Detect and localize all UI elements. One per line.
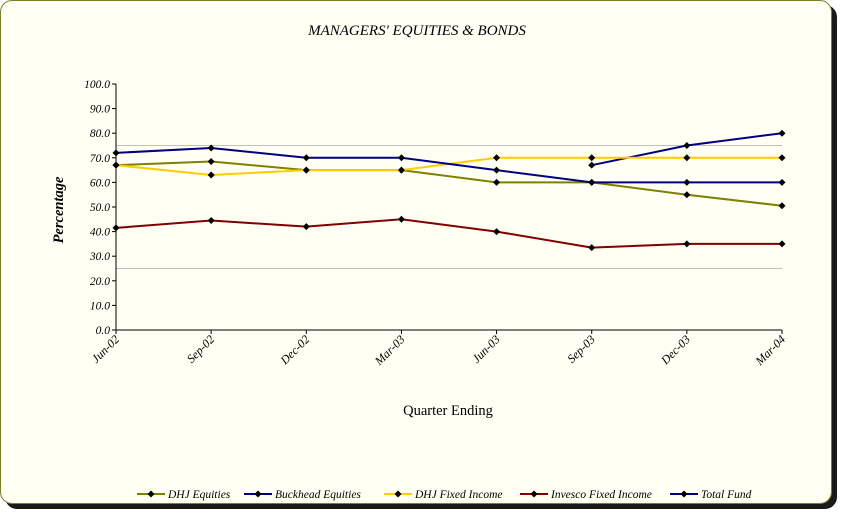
data-point [778, 178, 786, 186]
data-point [493, 166, 501, 174]
y-tick-label: 80.0 [90, 128, 110, 140]
data-point [302, 166, 310, 174]
series-dhj-equities [112, 157, 786, 210]
y-tick-label: 20.0 [90, 276, 110, 288]
data-point [778, 240, 786, 248]
chart-title: MANAGERS' EQUITIES & BONDS [307, 23, 526, 39]
data-point [683, 240, 691, 248]
data-point [397, 215, 405, 223]
y-axis: 0.0 10.0 20.0 30.0 40.0 50.0 60.0 70.0 80.0 90.0 1… [84, 79, 117, 337]
legend-swatch-marker [530, 490, 538, 498]
data-point [683, 142, 691, 149]
legend-label: Buckhead Equities [275, 489, 361, 501]
y-tick-label: 100.0 [84, 79, 110, 91]
y-tick-label: 10.0 [90, 300, 110, 312]
reference-lines [116, 145, 782, 269]
x-tick-label: Mar-04 [752, 332, 788, 368]
series-invesco-fixed-income [112, 215, 786, 252]
legend-label: Total Fund [701, 489, 752, 501]
y-tick-label: 60.0 [90, 177, 110, 189]
x-tick-label: Mar-03 [371, 332, 407, 368]
legend-swatch-marker [147, 490, 155, 498]
series-total-fund [112, 144, 786, 186]
series-line [115, 218, 782, 249]
data-point [112, 161, 120, 169]
data-point [588, 161, 596, 169]
legend: DHJ Equities Buckhead Equities DHJ Fixed I… [137, 489, 752, 501]
x-tick-label: Jun-03 [469, 332, 502, 365]
data-point [397, 166, 405, 174]
data-point [683, 154, 691, 162]
legend-swatch-marker [254, 490, 262, 498]
x-tick-label: Jun-02 [89, 332, 122, 365]
legend-label: DHJ Equities [167, 489, 231, 501]
x-tick-label: Dec-03 [657, 332, 693, 368]
series-dhj-fixed-income [112, 154, 786, 179]
data-point [778, 154, 786, 162]
data-point [778, 202, 786, 210]
x-tick-label: Sep-02 [184, 332, 217, 365]
legend-swatch-marker [680, 490, 688, 498]
y-tick-label: 0.0 [96, 325, 111, 337]
y-tick-label: 40.0 [90, 227, 110, 239]
data-point [397, 154, 405, 162]
y-tick-label: 90.0 [90, 104, 110, 116]
y-tick-label: 50.0 [90, 202, 110, 214]
data-point [207, 171, 215, 179]
y-tick-label: 30.0 [89, 251, 110, 263]
data-point [207, 157, 215, 165]
x-axis-label: Quarter Ending [403, 403, 493, 419]
data-point [683, 191, 691, 199]
data-point [207, 217, 215, 225]
chart-frame [0, 0, 832, 504]
x-axis: Jun-02 Sep-02 Dec-02 Mar-03 Jun-03 Sep-03 Dec-… [89, 329, 788, 369]
data-point [302, 223, 310, 231]
data-point [112, 224, 120, 232]
series-line [115, 156, 782, 177]
y-tick-label: 70.0 [90, 153, 110, 165]
legend-label: Invesco Fixed Income [550, 489, 652, 501]
series-lines [112, 129, 786, 252]
data-point [588, 154, 596, 162]
data-point [493, 178, 501, 186]
series-line [115, 160, 783, 207]
data-point [302, 154, 310, 162]
y-axis-label: Percentage [51, 176, 67, 243]
data-point [112, 149, 120, 157]
data-point [207, 144, 215, 152]
data-point [588, 244, 596, 252]
series-line [115, 146, 782, 184]
data-point [683, 178, 691, 186]
data-point [493, 228, 501, 236]
data-point [588, 178, 596, 186]
data-point [493, 154, 501, 162]
legend-swatch-marker [394, 490, 402, 498]
series-buckhead-equities [588, 129, 786, 169]
x-tick-label: Dec-02 [277, 332, 313, 368]
data-point [778, 129, 786, 137]
x-tick-label: Sep-03 [564, 332, 597, 365]
legend-label: DHJ Fixed Income [414, 489, 503, 501]
